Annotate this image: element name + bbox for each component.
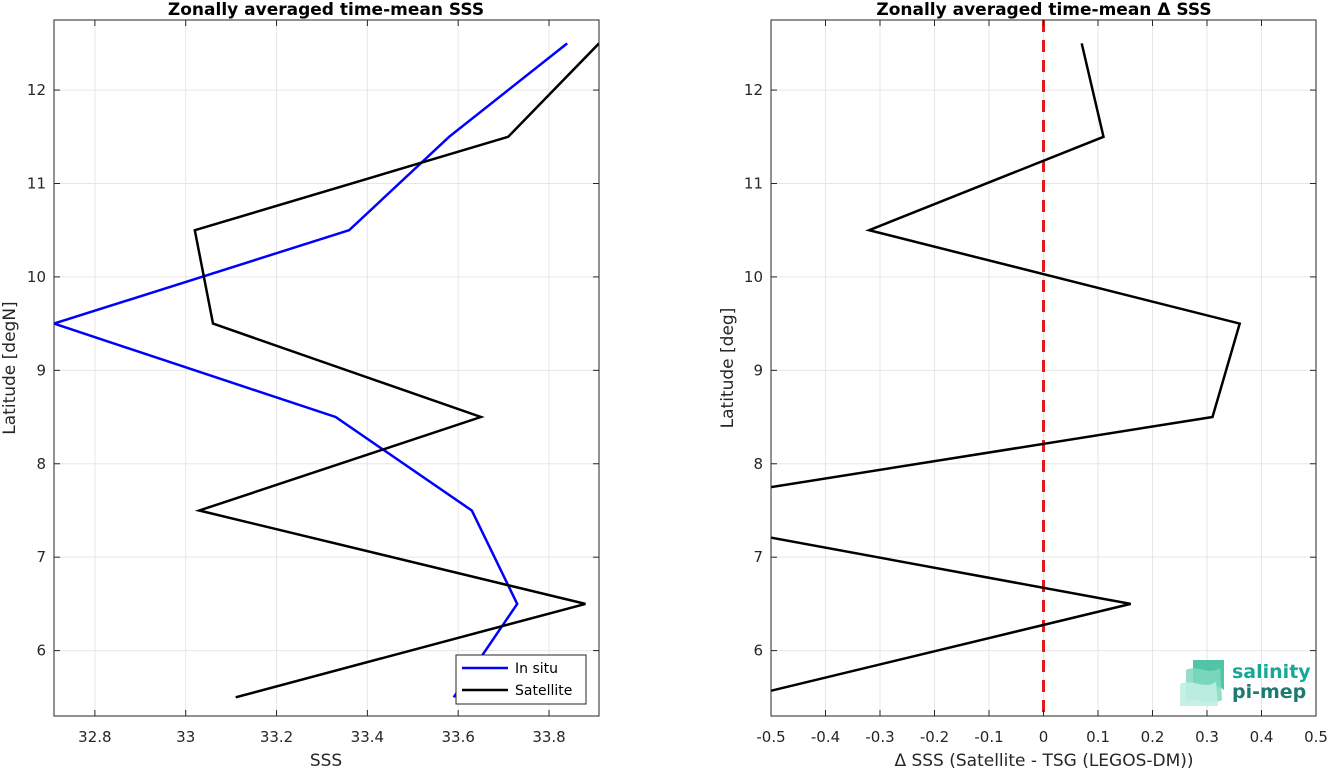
series-layer [771,20,1242,716]
y-tick-label: 11 [27,174,46,192]
x-tick-label: 0.1 [1086,728,1110,746]
x-tick-label: 32.8 [78,728,111,746]
y-tick-label: 10 [27,268,46,286]
x-axis-label: Δ SSS (Satellite - TSG (LEGOS-DM)) [894,751,1193,769]
x-tick-label: 33 [176,728,195,746]
legend-label-satellite: Satellite [515,683,572,699]
y-tick-label: 9 [753,361,763,379]
x-tick-label: 33.2 [260,728,293,746]
y-axis-label: Latitude [degN] [0,301,20,434]
y-tick-label: 11 [744,174,763,192]
x-axis-label: SSS [310,751,342,769]
plot-area [54,20,599,716]
y-tick-label: 7 [753,548,763,566]
satellite-series-line [193,42,599,699]
y-tick-label: 12 [744,81,763,99]
salinity-pi-mep-logo: salinity pi-mep [1180,660,1311,706]
legend-box [455,654,587,705]
tick-layer: -0.5 -0.4 -0.3 -0.2 -0.1 0 0.1 0.2 0.3 0.4 0.5 6 7 8 9… [744,20,1328,746]
x-tick-label: -0.1 [974,728,1003,746]
series-layer [54,42,599,699]
tick-layer: 32.8 33 33.2 33.4 33.6 33.8 6 7 8 9 10 11 12 [27,20,599,746]
x-tick-label: 33.6 [442,728,475,746]
x-tick-label: -0.3 [865,728,894,746]
y-tick-label: 6 [36,642,46,660]
x-tick-label: -0.5 [756,728,785,746]
x-tick-label: 33.8 [532,728,565,746]
y-tick-label: 8 [36,455,46,473]
y-tick-label: 7 [36,548,46,566]
y-tick-label: 10 [744,268,763,286]
y-tick-label: 8 [753,455,763,473]
x-tick-label: 0.5 [1304,728,1328,746]
x-tick-label: 0.3 [1195,728,1219,746]
sss-panel: 32.8 33 33.2 33.4 33.6 33.8 6 7 8 9 10 11 12 Zonally… [0,0,600,769]
logo-wave-front [1180,682,1218,706]
delta-sss-series-line [771,43,1242,693]
in-situ-series-line [54,42,568,699]
legend: In situ Satellite [455,654,587,705]
legend-label-in-situ: In situ [515,661,558,677]
x-tick-label: 0.2 [1141,728,1165,746]
y-axis-label: Latitude [deg] [718,308,738,429]
logo-text-pi-mep: pi-mep [1232,681,1306,703]
x-tick-label: 33.4 [351,728,384,746]
chart-title: Zonally averaged time-mean SSS [168,0,484,20]
delta-sss-panel: -0.5 -0.4 -0.3 -0.2 -0.1 0 0.1 0.2 0.3 0.4 0.5 6 7 8 9… [718,0,1328,769]
x-tick-label: 0 [1039,728,1049,746]
logo-text-salinity: salinity [1232,661,1311,683]
y-tick-label: 6 [753,642,763,660]
x-tick-label: -0.4 [811,728,840,746]
x-tick-label: 0.4 [1250,728,1274,746]
y-tick-label: 12 [27,81,46,99]
chart-title: Zonally averaged time-mean Δ SSS [876,0,1211,20]
x-tick-label: -0.2 [920,728,949,746]
plot-frame [53,19,600,717]
y-tick-label: 9 [36,361,46,379]
